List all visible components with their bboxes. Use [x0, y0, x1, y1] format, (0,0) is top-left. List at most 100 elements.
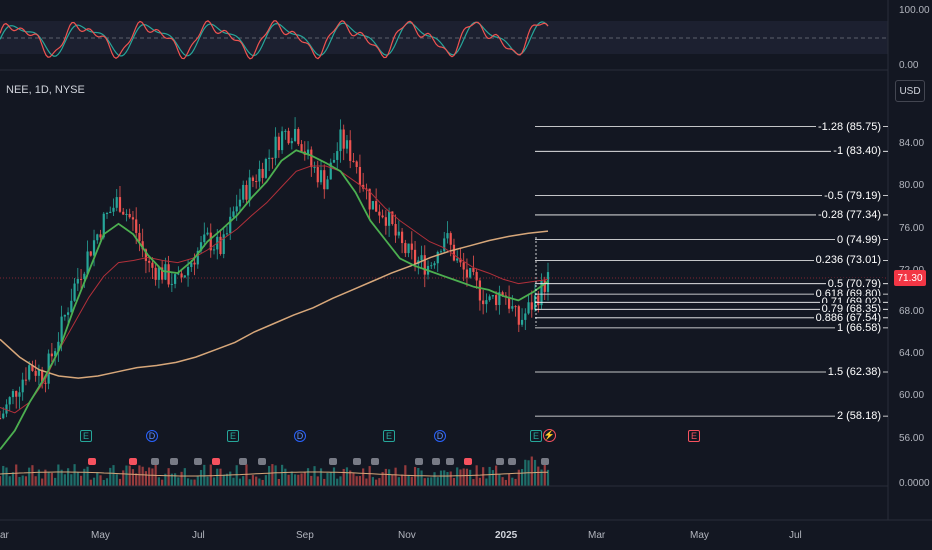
candle-body [274, 136, 277, 159]
event-badge [541, 458, 549, 465]
volume-bar [465, 468, 469, 486]
volume-bar [495, 465, 498, 486]
currency-button[interactable]: USD [895, 80, 925, 102]
volume-bar [115, 474, 118, 486]
volume-bar [186, 478, 190, 486]
time-tick: May [690, 530, 709, 541]
candle-body [293, 129, 297, 142]
dividend-marker[interactable]: D [294, 430, 306, 442]
candle-body [118, 197, 122, 212]
volume-bar [21, 475, 24, 486]
volume-bar [174, 473, 177, 486]
future-earnings-marker[interactable]: E [688, 430, 700, 442]
current-price-tag: 71.30 [894, 270, 926, 286]
lightning-icon[interactable]: ⚡ [543, 429, 556, 442]
event-badge [353, 458, 361, 465]
dividend-marker[interactable]: D [434, 430, 446, 442]
candle-body [92, 240, 96, 256]
volume-bar [514, 478, 517, 486]
candle-body [83, 273, 86, 280]
volume-bar [89, 479, 92, 486]
volume-bar [196, 476, 199, 486]
candle-body [212, 249, 216, 251]
candle-body [0, 418, 2, 419]
candle-body [112, 207, 115, 212]
volume-bar [18, 476, 21, 486]
event-badge [88, 458, 96, 465]
candle-body [537, 295, 540, 306]
volume-bar [319, 468, 323, 486]
candle-body [452, 244, 456, 261]
volume-bar [332, 467, 336, 486]
volume-bar [345, 467, 349, 486]
earnings-marker[interactable]: E [383, 430, 395, 442]
volume-bar [365, 478, 368, 486]
candle-body [109, 211, 112, 214]
fib-level-label: 0 (74.99) [834, 233, 883, 246]
volume-bar [452, 478, 456, 486]
volume-bar [248, 479, 251, 486]
volume-bar [102, 479, 105, 486]
volume-bar [303, 471, 306, 486]
event-badge [151, 458, 159, 465]
candle-body [18, 392, 21, 397]
candle-body [527, 302, 530, 314]
volume-bar [131, 469, 135, 486]
candle-body [462, 262, 465, 270]
candle-body [378, 211, 381, 216]
volume-bar [423, 478, 426, 486]
candle-body [122, 211, 125, 215]
volume-bar [258, 478, 261, 486]
volume-bar [349, 470, 352, 486]
candle-body [388, 211, 391, 226]
candle-body [540, 280, 543, 306]
time-tick: Jul [789, 530, 802, 541]
candle-body [86, 251, 89, 274]
fib-level-label: -0.28 (77.34) [816, 208, 883, 221]
dividend-marker[interactable]: D [146, 430, 158, 442]
osc-axis-top: 100.00 [899, 5, 930, 16]
earnings-marker[interactable]: E [80, 430, 92, 442]
volume-bar [57, 464, 60, 486]
candle-body [2, 413, 5, 419]
candle-body [326, 179, 329, 190]
event-badge [464, 458, 472, 465]
volume-bar [284, 468, 287, 486]
fib-level-label: 0.5 (70.79) [825, 277, 883, 290]
symbol-label[interactable]: NEE, 1D, NYSE [6, 84, 85, 96]
candle-body [34, 370, 37, 376]
candle-body [319, 170, 323, 183]
earnings-marker[interactable]: E [530, 430, 542, 442]
time-tick: Sep [296, 530, 314, 541]
candle-body [73, 283, 76, 301]
candle-body [225, 233, 229, 235]
candle-body [478, 280, 482, 301]
volume-bar [242, 476, 245, 486]
volume-bar [219, 468, 222, 486]
event-badge [432, 458, 440, 465]
volume-bar [326, 472, 329, 486]
volume-bar [34, 476, 37, 486]
candle-body [161, 267, 164, 280]
time-tick: 2025 [495, 530, 518, 541]
volume-bar [287, 474, 290, 486]
volume-bar [63, 474, 66, 486]
volume-bar [482, 467, 485, 486]
volume-bar [488, 466, 491, 486]
candle-body [11, 391, 15, 398]
candle-body [495, 295, 498, 306]
price-tick: 56.00 [899, 433, 925, 444]
candle-body [128, 214, 131, 218]
candle-body [391, 211, 394, 224]
earnings-marker[interactable]: E [227, 430, 239, 442]
candle-body [232, 211, 235, 217]
candle-body [336, 151, 339, 160]
candle-body [102, 213, 105, 238]
volume-bar [86, 466, 89, 486]
volume-bar [28, 467, 31, 486]
volume-bar [118, 478, 122, 486]
volume-bar [190, 479, 193, 486]
volume-bar [128, 465, 131, 486]
volume-bar [316, 476, 319, 486]
